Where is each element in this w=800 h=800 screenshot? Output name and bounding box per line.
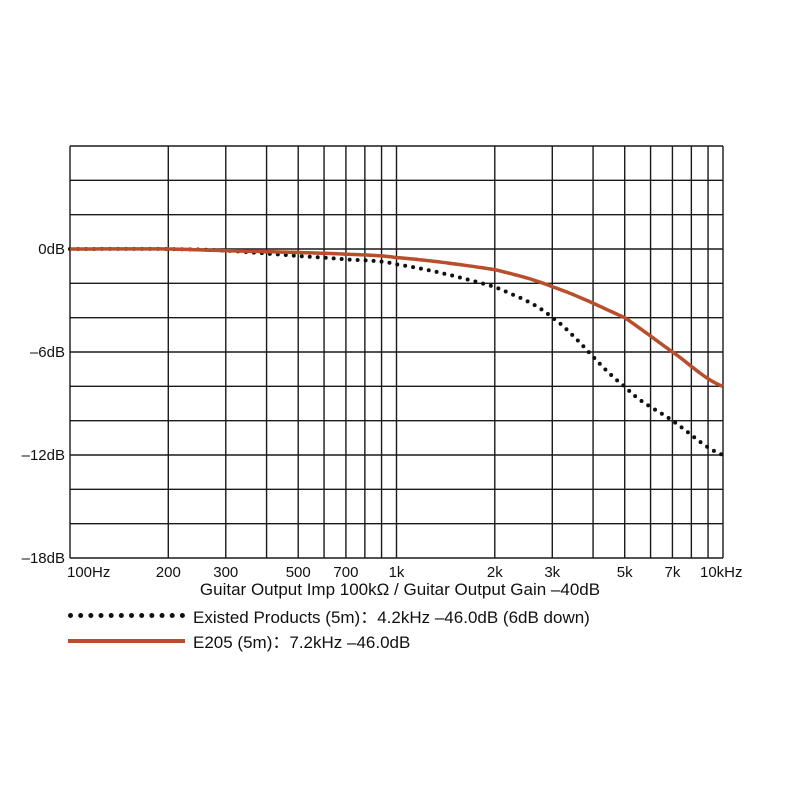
- e205-curve: [70, 247, 724, 388]
- x-tick-label: 300: [213, 564, 238, 581]
- y-axis-labels: 0dB –6dB –12dB –18dB: [22, 241, 65, 567]
- x-tick-label: 10kHz: [700, 564, 743, 581]
- legend-item-existed-products: Existed Products (5m)：4.2kHz –46.0dB (6d…: [68, 603, 590, 628]
- x-tick-label: 2k: [487, 564, 503, 581]
- x-tick-label: 700: [333, 564, 358, 581]
- x-axis-caption: Guitar Output Imp 100kΩ / Guitar Output …: [199, 580, 601, 599]
- existed-products-curve: [68, 246, 725, 457]
- y-tick-label: –12dB: [22, 447, 65, 464]
- x-axis-labels: 100Hz 200 300 500 700 1k 2k 3k 5k 7k 10kHz: [67, 564, 743, 581]
- chart-grid: [69, 145, 724, 559]
- x-tick-label: 5k: [617, 564, 633, 581]
- dotted-line-swatch: [68, 613, 185, 618]
- x-tick-label: 100Hz: [67, 564, 110, 581]
- legend-item-e205: E205 (5m)：7.2kHz –46.0dB: [68, 628, 410, 653]
- x-tick-label: 500: [286, 564, 311, 581]
- solid-line-swatch: [68, 638, 185, 643]
- chart-curves: [68, 246, 725, 457]
- y-tick-label: –6dB: [30, 344, 65, 361]
- y-tick-label: –18dB: [22, 550, 65, 567]
- y-tick-label: 0dB: [38, 241, 65, 258]
- x-tick-label: 7k: [665, 564, 681, 581]
- x-tick-label: 1k: [389, 564, 405, 581]
- legend-label-existed: Existed Products (5m)：4.2kHz –46.0dB (6d…: [193, 608, 590, 627]
- legend-label-e205: E205 (5m)：7.2kHz –46.0dB: [193, 633, 411, 652]
- x-tick-label: 3k: [544, 564, 560, 581]
- x-tick-label: 200: [156, 564, 181, 581]
